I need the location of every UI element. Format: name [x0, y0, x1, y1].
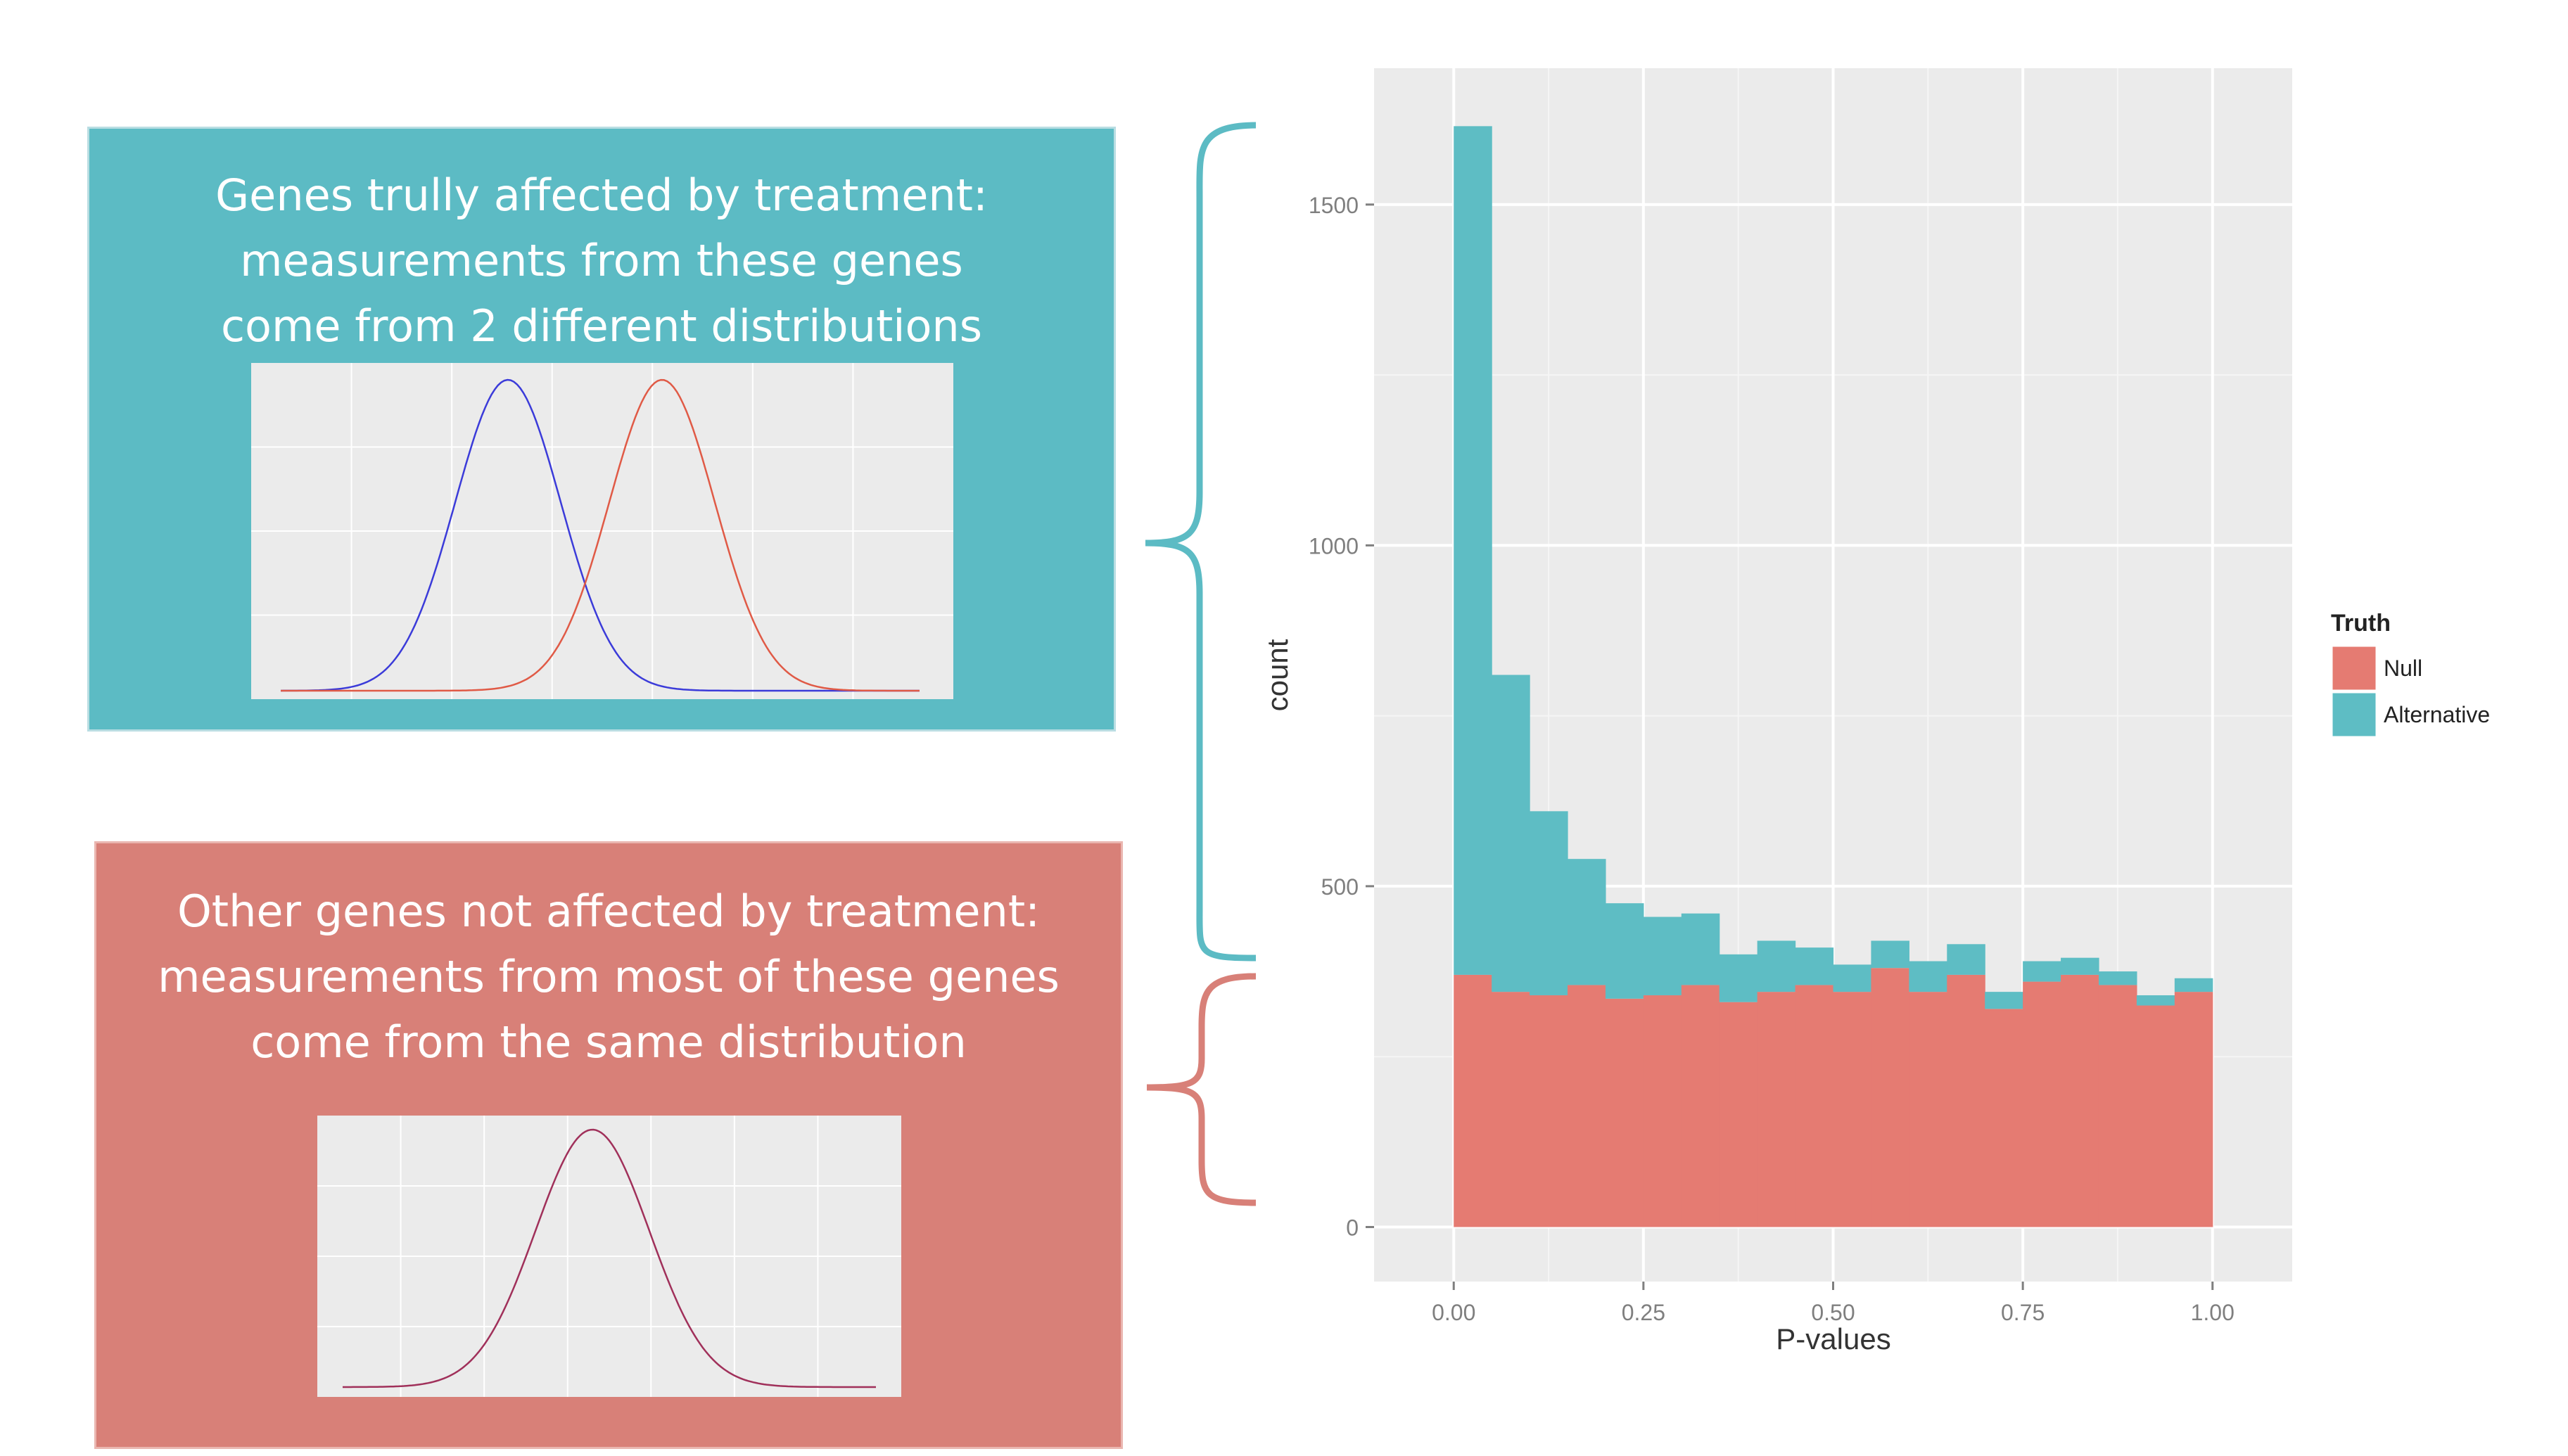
bar-alternative — [1568, 859, 1606, 985]
legend-label-alternative: Alternative — [2384, 702, 2490, 727]
bar-alternative — [1757, 940, 1796, 992]
bar-null — [1795, 985, 1834, 1227]
bar-null — [1719, 1002, 1758, 1227]
bar-null — [1492, 992, 1530, 1227]
affected-genes-caption: Genes trully affected by treatment: meas… — [89, 162, 1114, 359]
bar-null — [1757, 992, 1796, 1227]
x-tick-label: 0.00 — [1432, 1300, 1475, 1325]
unaffected-caption-line-1: Other genes not affected by treatment: — [177, 886, 1041, 937]
y-tick-label: 0 — [1346, 1215, 1359, 1240]
affected-caption-line-2: measurements from these genes — [240, 235, 963, 286]
unaffected-genes-caption: Other genes not affected by treatment: m… — [96, 879, 1121, 1075]
bar-null — [1605, 998, 1644, 1227]
bar-null — [1643, 995, 1682, 1227]
bar-null — [2174, 992, 2213, 1227]
affected-caption-line-3: come from 2 different distributions — [220, 300, 983, 352]
affected-caption-line-1: Genes trully affected by treatment: — [215, 170, 988, 221]
y-tick-label: 1500 — [1309, 193, 1359, 218]
bar-null — [1530, 995, 1568, 1227]
bar-alternative — [1833, 964, 1872, 992]
unaffected-caption-line-2: measurements from most of these genes — [158, 951, 1060, 1002]
bar-alternative — [1605, 903, 1644, 999]
bar-alternative — [1795, 947, 1834, 985]
bar-null — [1871, 968, 1909, 1227]
affected-genes-panel: Genes trully affected by treatment: meas… — [87, 127, 1116, 732]
legend-title: Truth — [2331, 610, 2391, 637]
legend: Truth Null Alternative — [2330, 610, 2490, 739]
bar-alternative — [1909, 961, 1947, 992]
x-tick-label: 0.50 — [1811, 1300, 1855, 1325]
density-curve-2 — [281, 378, 920, 692]
legend-swatch-alternative — [2330, 691, 2378, 739]
bar-alternative — [1454, 126, 1492, 975]
mini-gridlines — [317, 1116, 901, 1397]
bar-null — [2061, 974, 2099, 1227]
bar-null — [1568, 985, 1606, 1227]
bar-alternative — [2061, 957, 2099, 975]
density-curve-1 — [343, 1128, 876, 1388]
two-distributions-plot — [251, 363, 953, 699]
legend-swatch-null — [2330, 644, 2378, 692]
x-axis-label: P-values — [1776, 1322, 1890, 1355]
bar-null — [1947, 974, 1985, 1227]
unaffected-caption-line-3: come from the same distribution — [250, 1016, 967, 1068]
bar-alternative — [1947, 944, 1985, 975]
y-axis-ticks: 0 500 1000 1500 — [1309, 193, 1374, 1240]
bar-alternative — [1681, 913, 1720, 985]
bar-alternative — [2023, 961, 2061, 982]
bar-alternative — [2174, 978, 2213, 992]
bar-null — [2098, 985, 2137, 1227]
bar-alternative — [1985, 992, 2023, 1009]
y-tick-label: 1000 — [1309, 533, 1359, 558]
bar-alternative — [1492, 675, 1530, 992]
y-axis-label: count — [1261, 639, 1294, 711]
x-axis-ticks: 0.00 0.25 0.50 0.75 1.00 — [1432, 1282, 2235, 1325]
histogram-bars — [1454, 126, 2213, 1227]
x-tick-label: 1.00 — [2191, 1300, 2235, 1325]
bar-alternative — [2136, 995, 2175, 1006]
bar-alternative — [1871, 940, 1909, 969]
bar-null — [1909, 992, 1947, 1227]
density-curve-1 — [280, 378, 920, 692]
bar-null — [1454, 974, 1492, 1227]
x-tick-label: 0.75 — [2001, 1300, 2045, 1325]
bar-null — [1985, 1009, 2023, 1227]
bar-null — [1833, 992, 1872, 1227]
bar-null — [1681, 985, 1720, 1227]
affected-brace — [1145, 122, 1257, 962]
bar-alternative — [1719, 954, 1758, 1002]
bar-alternative — [1530, 811, 1568, 995]
x-tick-label: 0.25 — [1622, 1300, 1665, 1325]
bar-alternative — [1643, 917, 1682, 995]
bar-alternative — [2098, 971, 2137, 985]
bar-null — [2023, 981, 2061, 1227]
y-tick-label: 500 — [1321, 874, 1359, 900]
bar-null — [2136, 1005, 2175, 1227]
unaffected-brace — [1146, 973, 1257, 1206]
single-distribution-plot — [317, 1116, 901, 1397]
legend-label-null: Null — [2384, 656, 2422, 681]
mini-gridlines — [251, 363, 953, 699]
unaffected-genes-panel: Other genes not affected by treatment: m… — [94, 841, 1123, 1449]
